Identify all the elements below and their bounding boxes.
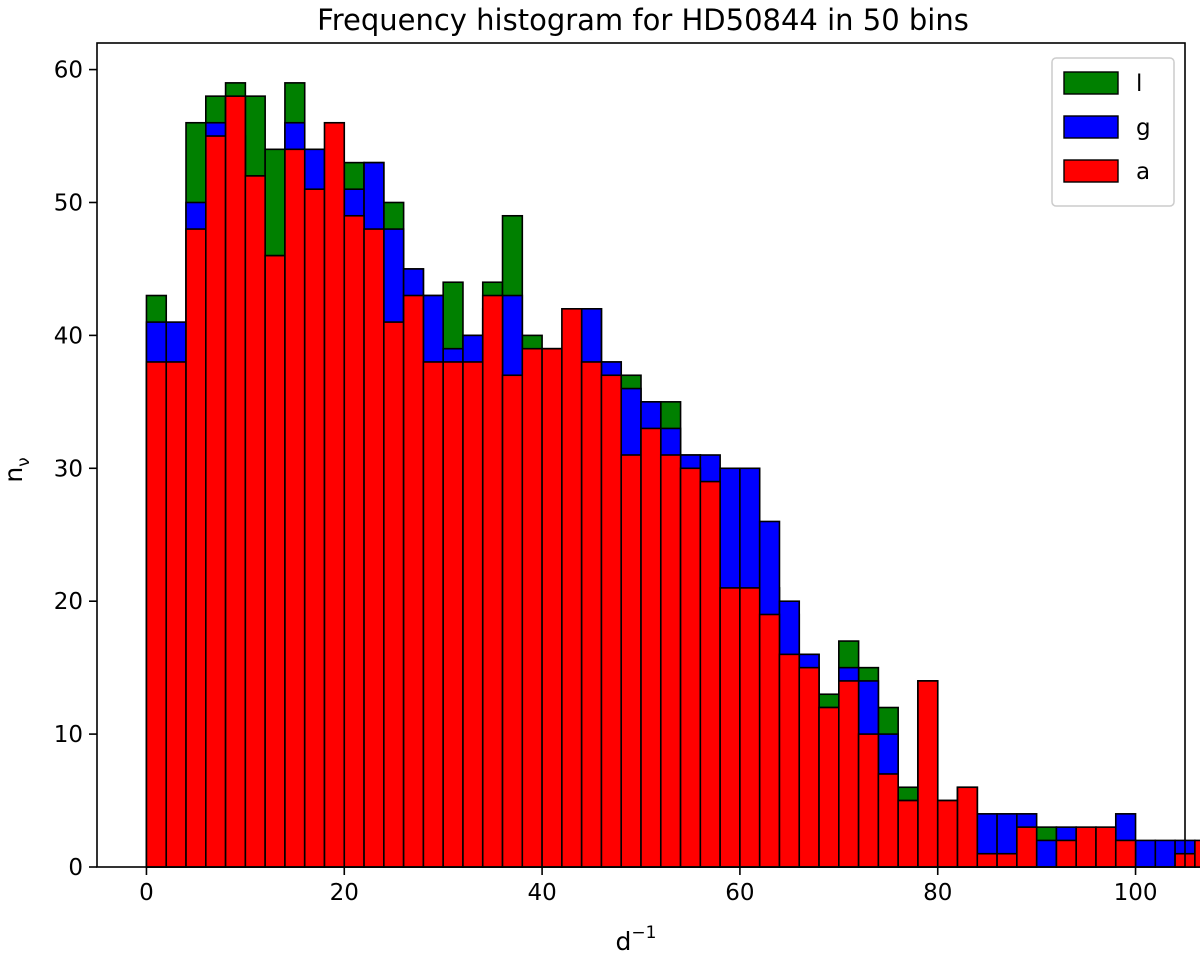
bar-a-47 xyxy=(1075,826,1097,868)
bar-a-26 xyxy=(659,454,682,868)
legend-swatch-l xyxy=(1063,71,1119,95)
bar-a-12 xyxy=(383,321,405,868)
bar-a-44 xyxy=(1016,826,1038,868)
bar-g-50 xyxy=(1134,839,1157,868)
bar-a-15 xyxy=(442,361,464,868)
bar-g-45 xyxy=(1035,839,1058,868)
bar-a-1 xyxy=(165,361,187,868)
y-axis-label-main: n xyxy=(0,467,28,483)
y-axis-label-subscript: ν xyxy=(14,457,34,467)
x-tick-label-100: 100 xyxy=(1114,880,1158,906)
bar-a-7 xyxy=(284,148,306,868)
x-tick-label-20: 20 xyxy=(330,880,359,906)
bar-a-41 xyxy=(956,786,979,868)
bar-a-23 xyxy=(600,374,623,868)
bar-a-46 xyxy=(1055,839,1078,868)
bar-a-31 xyxy=(758,613,781,868)
y-tick-label-10: 10 xyxy=(54,722,83,748)
legend-swatch-a xyxy=(1063,159,1119,183)
bar-a-10 xyxy=(343,214,365,868)
bar-a-48 xyxy=(1095,826,1117,868)
bars-group xyxy=(145,82,1200,868)
x-tick-label-80: 80 xyxy=(923,880,952,906)
bar-a-25 xyxy=(640,427,662,868)
bar-a-2 xyxy=(185,228,207,868)
y-tick-label-0: 0 xyxy=(68,855,83,881)
bar-a-3 xyxy=(205,135,227,868)
y-tick-label-30: 30 xyxy=(54,456,83,482)
bar-a-9 xyxy=(323,121,346,868)
x-axis-label-main: d xyxy=(616,927,632,955)
bar-a-16 xyxy=(462,361,484,868)
legend-label-g: g xyxy=(1136,115,1151,141)
bar-a-42 xyxy=(976,852,998,868)
bar-a-29 xyxy=(719,587,741,868)
axes-group xyxy=(96,42,1186,868)
bar-a-40 xyxy=(936,799,959,868)
x-tick-label-60: 60 xyxy=(725,880,754,906)
bar-a-36 xyxy=(857,733,880,868)
bar-a-39 xyxy=(917,680,939,868)
y-tick-label-60: 60 xyxy=(54,58,83,84)
bar-a-38 xyxy=(897,799,919,868)
bar-a-27 xyxy=(679,467,702,868)
bar-a-28 xyxy=(699,480,721,868)
bar-a-43 xyxy=(996,852,1018,868)
bar-a-34 xyxy=(818,706,840,868)
bar-a-30 xyxy=(739,587,761,868)
bar-a-37 xyxy=(877,773,899,868)
chart-title: Frequency histogram for HD50844 in 50 bi… xyxy=(317,3,969,37)
x-tick-label-0: 0 xyxy=(139,880,154,906)
bar-a-20 xyxy=(541,347,563,868)
legend-label-a: a xyxy=(1136,159,1150,185)
bar-a-33 xyxy=(798,666,820,868)
plot-frame xyxy=(96,42,1186,868)
y-axis-label: nν xyxy=(0,457,34,482)
bar-a-11 xyxy=(363,228,385,868)
x-tick-label-40: 40 xyxy=(527,880,556,906)
bar-a-32 xyxy=(778,653,801,868)
legend: lga xyxy=(1051,57,1175,207)
bar-a-0 xyxy=(145,361,168,868)
bar-a-17 xyxy=(481,294,504,868)
x-axis-label: d−1 xyxy=(616,923,657,955)
bar-a-22 xyxy=(580,361,603,868)
legend-label-l: l xyxy=(1136,71,1142,97)
bar-a-14 xyxy=(422,361,444,868)
bar-a-35 xyxy=(838,680,860,868)
bar-a-5 xyxy=(244,175,266,868)
y-tick-label-40: 40 xyxy=(54,323,83,349)
bar-a-49 xyxy=(1114,839,1137,868)
ticks-group: 0 20 40 60 80 100 0 10 20 30 40 50 60 xyxy=(54,58,1158,906)
legend-swatch-g xyxy=(1063,115,1119,139)
y-tick-label-20: 20 xyxy=(54,589,83,615)
bar-a-18 xyxy=(501,374,524,868)
bar-a-19 xyxy=(521,347,543,868)
bar-a-6 xyxy=(264,254,286,868)
y-tick-label-50: 50 xyxy=(54,190,83,216)
bar-a-24 xyxy=(620,454,642,868)
bar-g-51 xyxy=(1154,839,1176,868)
bar-a-4 xyxy=(224,95,247,868)
bar-a-13 xyxy=(402,294,425,868)
bar-a-8 xyxy=(303,188,326,868)
x-axis-label-superscript: −1 xyxy=(631,923,656,943)
bar-a-21 xyxy=(561,308,583,868)
bar-a-53 xyxy=(1194,839,1200,868)
